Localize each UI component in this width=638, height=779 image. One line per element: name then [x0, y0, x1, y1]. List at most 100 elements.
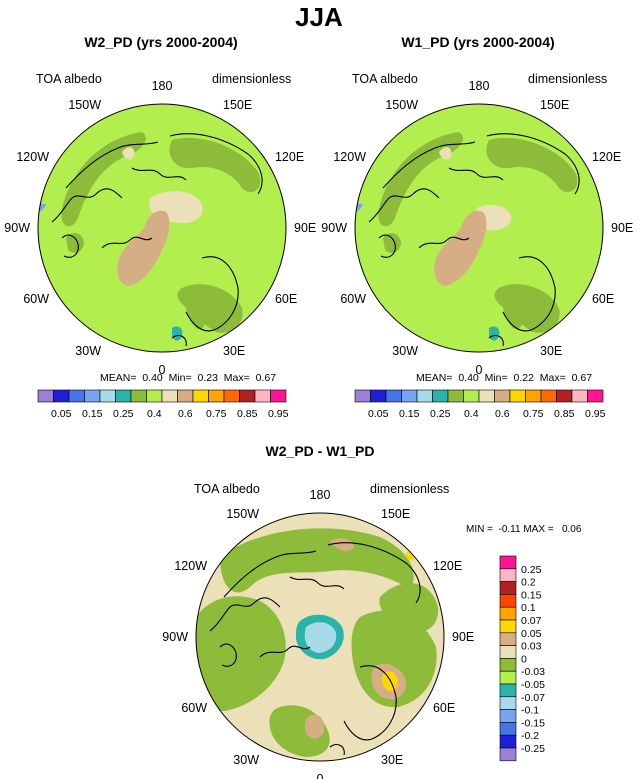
map-background — [38, 104, 286, 352]
panel3-title: W2_PD - W1_PD — [265, 443, 375, 459]
colorbar-swatch — [84, 389, 101, 403]
lon-label-30w: 30W — [75, 344, 101, 358]
region-diffLB — [304, 622, 337, 653]
region-tealW — [355, 138, 371, 158]
region-arcticTan2 — [474, 204, 512, 231]
colorbar-swatch — [556, 389, 573, 403]
region-diffGreenNE — [379, 583, 439, 632]
colorbar-tick-label: -0.2 — [521, 730, 539, 742]
colorbar-tick-label: 0.75 — [523, 408, 544, 420]
colorbar-tick-label: 0.25 — [113, 408, 134, 420]
colorbar-swatch — [499, 594, 517, 608]
panel1-units-label: dimensionless — [212, 72, 292, 86]
colorbar-tick-label: 0.95 — [585, 408, 606, 420]
region-greenland — [434, 210, 487, 286]
panel3-minmax: MIN = -0.11 MAX = 0.06 — [466, 524, 582, 535]
lon-label-60e: 60E — [592, 292, 614, 306]
region-diffTanD3 — [304, 714, 325, 739]
colorbar-swatch — [254, 389, 271, 403]
colorbar-tick-label: 0.05 — [368, 408, 389, 420]
lon-label-60e: 60E — [433, 701, 455, 715]
colorbar-tick-label: 0.25 — [430, 408, 451, 420]
colorbar-tick-label: 0.1 — [521, 602, 536, 614]
colorbar-tick-label: -0.25 — [521, 743, 545, 755]
lon-label-180: 180 — [310, 488, 331, 502]
lon-label-120e: 120E — [433, 559, 462, 573]
colorbar-tick-label: 0.85 — [554, 408, 575, 420]
coastline — [51, 133, 263, 347]
colorbar-swatch — [499, 709, 517, 723]
colorbar-swatch — [161, 389, 178, 403]
colorbar-swatch — [401, 389, 418, 403]
colorbar-swatch — [37, 389, 54, 403]
colorbar-swatch — [499, 632, 517, 646]
colorbar-swatch — [432, 389, 449, 403]
colorbar-tick-label: -0.07 — [521, 692, 545, 704]
colorbar-swatch — [354, 389, 371, 403]
region-canadaDark — [61, 132, 146, 227]
coastline — [368, 133, 580, 347]
lon-label-30e: 30E — [223, 344, 245, 358]
colorbar-swatch — [540, 389, 557, 403]
panel2-units-label: dimensionless — [528, 72, 608, 86]
panel2-title: W1_PD (yrs 2000-2004) — [401, 34, 555, 50]
lon-label-90w: 90W — [4, 221, 30, 235]
region-hudson — [383, 233, 401, 253]
lon-label-60e: 60E — [275, 292, 297, 306]
colorbar-tick-label: 0.25 — [521, 564, 542, 576]
colorbar-3: 0.250.20.150.10.070.050.030-0.03-0.05-0.… — [499, 555, 545, 762]
colorbar-swatch — [177, 389, 194, 403]
region-scandinavia — [186, 301, 207, 330]
panel2-stats: MEAN= 0.40 Min= 0.22 Max= 0.67 — [416, 372, 593, 384]
colorbar-swatch — [53, 389, 70, 403]
region-hudson — [66, 233, 84, 253]
lon-label-150e: 150E — [540, 98, 569, 112]
region-diffTanD2 — [330, 538, 354, 551]
lon-label-120e: 120E — [592, 150, 621, 164]
colorbar-2: 0.05 0.15 0.25 0.4 0.6 0.75 0.85 0.95 — [354, 389, 606, 420]
map-background — [355, 104, 603, 352]
region-europeDark — [177, 284, 243, 333]
lon-label-180: 180 — [469, 79, 490, 93]
colorbar-swatch — [509, 389, 526, 403]
colorbar-tick-label: 0.15 — [399, 408, 420, 420]
coastline — [209, 542, 421, 756]
region-siberiaDark — [169, 137, 261, 193]
region-tealE — [258, 288, 286, 337]
colorbar-tick-label: 0.4 — [147, 408, 162, 420]
region-greenlandInner — [126, 227, 161, 275]
region-tealW — [38, 138, 54, 158]
colorbar-tick-label: 0.15 — [521, 589, 542, 601]
colorbar-tick-label: 0.6 — [178, 408, 193, 420]
colorbar-tick-label: 0.03 — [521, 641, 542, 653]
lon-label-120e: 120E — [275, 150, 304, 164]
region-tealSW — [355, 204, 363, 212]
region-diffGreenS — [269, 705, 330, 757]
region-tealE — [575, 288, 603, 337]
colorbar-swatch — [478, 389, 495, 403]
colorbar-swatch — [499, 645, 517, 659]
colorbar-tick-label: 0 — [521, 653, 527, 665]
map-border — [354, 103, 604, 353]
colorbar-swatch — [370, 389, 387, 403]
region-tealS — [489, 326, 500, 341]
colorbar-swatch — [192, 389, 209, 403]
lon-label-30e: 30E — [540, 344, 562, 358]
colorbar-swatch — [499, 722, 517, 736]
region-diffGreenN — [220, 528, 414, 593]
region-europeDark — [494, 284, 560, 333]
colorbar-swatch — [499, 568, 517, 582]
colorbar-tick-label: -0.05 — [521, 679, 545, 691]
region-seaTan1 — [439, 147, 452, 160]
colorbar-tick-label: -0.1 — [521, 705, 539, 717]
region-diffYellow2 — [406, 550, 415, 561]
lon-label-120w: 120W — [16, 150, 49, 164]
colorbar-tick-label: 0.95 — [268, 408, 289, 420]
region-diffGreenE — [351, 610, 437, 708]
map-panel-3: 180 150E 120E 90E 60E 30E 0 30W 60W 90W 120W 150W — [162, 488, 474, 779]
colorbar-swatch — [463, 389, 480, 403]
lon-label-150e: 150E — [223, 98, 252, 112]
colorbar-swatch — [571, 389, 588, 403]
lon-label-60w: 60W — [340, 292, 366, 306]
